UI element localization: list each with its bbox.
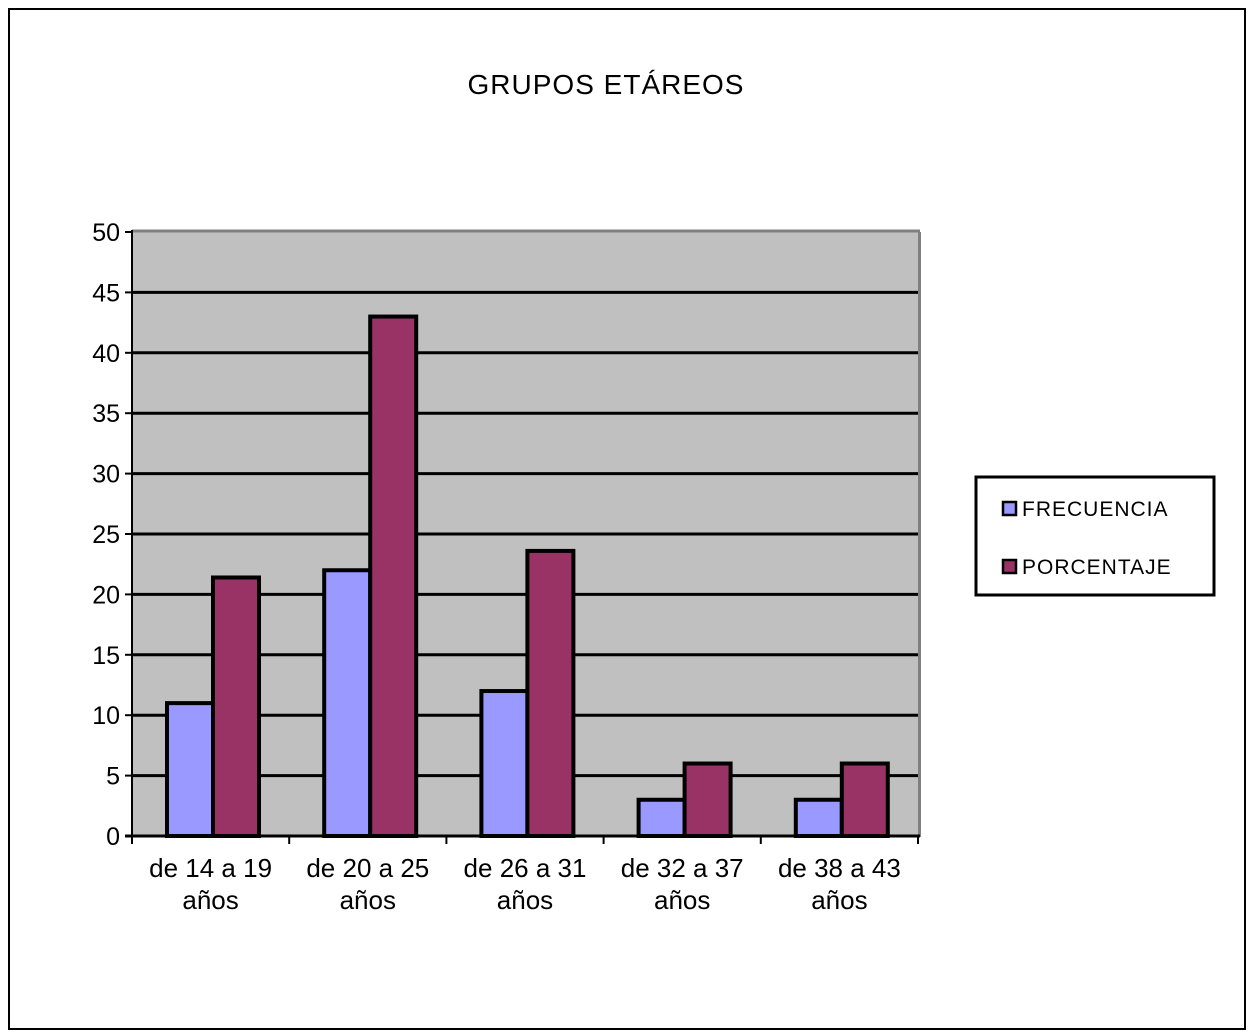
y-tick-label: 40 [92, 340, 120, 368]
chart-title: GRUPOS ETÁREOS [468, 69, 745, 100]
bar-frecuencia-4 [636, 797, 687, 839]
y-tick-label: 5 [106, 763, 120, 791]
x-category-label: años [811, 885, 867, 915]
y-tick-label: 20 [92, 581, 120, 609]
x-category-label: años [182, 885, 238, 915]
legend-box [974, 475, 1216, 597]
x-category-label: de 14 a 19 [149, 853, 272, 883]
x-category-label: años [497, 885, 553, 915]
bar-porcentaje-1 [211, 575, 261, 838]
y-tick-label: 25 [92, 521, 120, 549]
bar-porcentaje-2 [368, 314, 419, 838]
legend-swatch-porcentaje [1001, 558, 1018, 575]
bar-frecuencia-5 [793, 797, 844, 839]
bar-frecuencia-3 [479, 689, 530, 838]
bar-porcentaje-5 [839, 761, 890, 839]
bar-porcentaje-4 [682, 761, 733, 839]
x-category-label: años [654, 885, 710, 915]
legend-label-frecuencia: FRECUENCIA [1022, 498, 1169, 521]
y-tick-label: 0 [106, 823, 120, 851]
x-category-label: años [340, 885, 396, 915]
legend-label-porcentaje: PORCENTAJE [1022, 556, 1172, 579]
y-tick-label: 10 [92, 702, 120, 730]
y-tick-label: 45 [92, 279, 120, 307]
y-tick-label: 50 [92, 219, 120, 247]
x-category-label: de 38 a 43 [778, 853, 901, 883]
bar-frecuencia-2 [322, 568, 373, 838]
x-category-label: de 26 a 31 [464, 853, 587, 883]
x-category-label: de 20 a 25 [306, 853, 429, 883]
bar-porcentaje-3 [525, 548, 576, 838]
x-category-label: de 32 a 37 [621, 853, 744, 883]
y-tick-label: 30 [92, 461, 120, 489]
y-tick-label: 15 [92, 642, 120, 670]
bar-frecuencia-1 [165, 701, 215, 838]
legend-swatch-frecuencia [1001, 500, 1018, 517]
y-tick-label: 35 [92, 400, 120, 428]
